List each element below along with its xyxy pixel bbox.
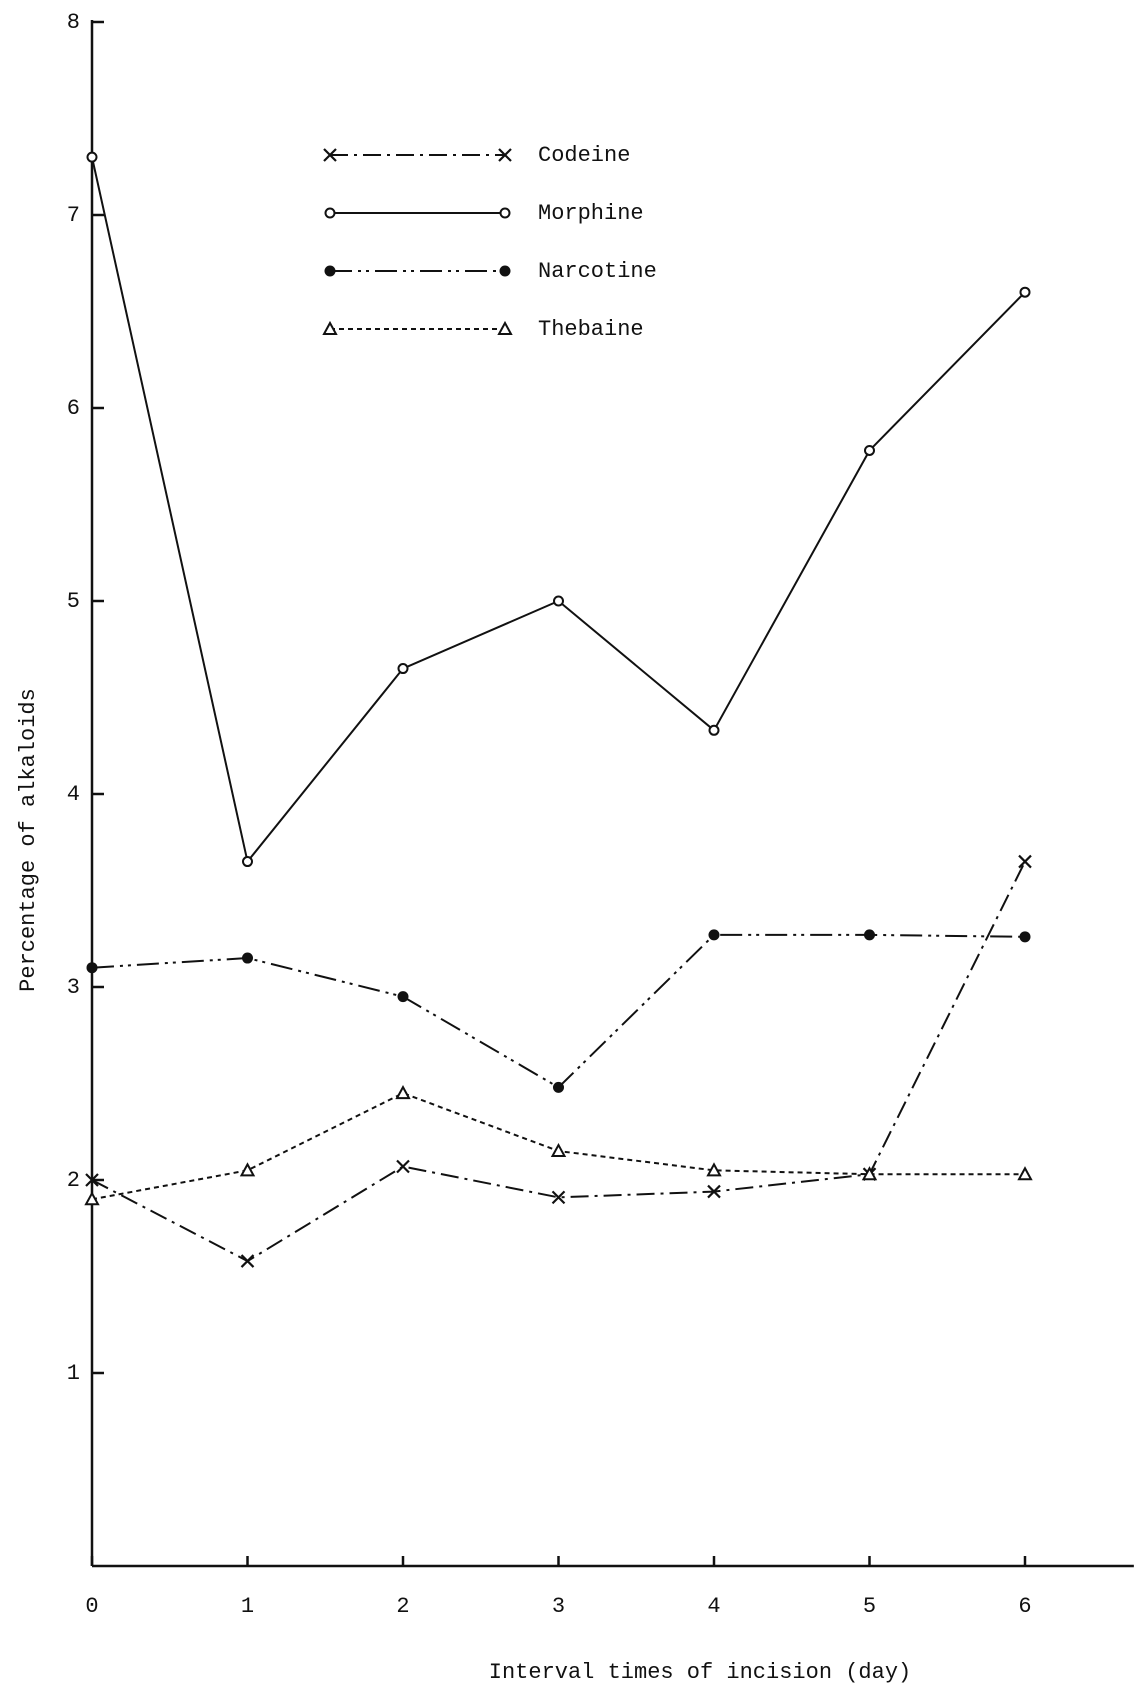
marker — [550, 1142, 567, 1158]
x-tick-label: 1 — [241, 1594, 254, 1619]
legend-label: Thebaine — [538, 317, 644, 342]
legend-entry: Codeine — [323, 143, 630, 168]
x-tick-label: 0 — [85, 1594, 98, 1619]
marker — [396, 1159, 410, 1174]
marker — [708, 929, 720, 941]
legend-marker — [498, 148, 512, 162]
legend-marker — [324, 265, 336, 277]
marker — [86, 962, 98, 974]
legend-entry: Narcotine — [324, 259, 657, 284]
marker — [1019, 286, 1031, 298]
marker — [242, 952, 253, 964]
marker — [1019, 931, 1031, 943]
legend-label: Narcotine — [538, 259, 657, 284]
y-tick-label: 6 — [67, 396, 80, 421]
y-tick-label: 1 — [67, 1361, 80, 1386]
x-tick-label: 4 — [707, 1594, 720, 1619]
marker — [240, 1254, 255, 1268]
y-tick-label: 5 — [67, 589, 80, 614]
marker — [708, 724, 720, 736]
x-tick-label: 5 — [863, 1594, 876, 1619]
legend-label: Codeine — [538, 143, 630, 168]
y-tick-label: 8 — [67, 10, 80, 35]
legend-marker — [497, 320, 513, 335]
marker — [861, 1166, 878, 1181]
series-line — [91, 933, 1026, 1089]
marker — [864, 929, 875, 941]
marker — [864, 444, 875, 456]
marker — [86, 151, 98, 163]
marker — [242, 856, 253, 868]
x-tick-label: 6 — [1018, 1594, 1031, 1619]
legend-marker — [499, 265, 511, 277]
x-tick-label: 3 — [552, 1594, 565, 1619]
legend-marker — [499, 207, 511, 219]
marker — [1018, 854, 1032, 869]
marker — [1017, 1166, 1033, 1181]
marker — [397, 663, 409, 675]
series-line — [91, 861, 1026, 1263]
marker — [85, 1173, 99, 1187]
marker — [551, 1190, 566, 1205]
marker — [553, 595, 564, 607]
marker — [397, 991, 409, 1003]
legend-marker — [323, 148, 337, 162]
y-tick-label: 4 — [67, 782, 80, 807]
legend-label: Morphine — [538, 201, 644, 226]
y-tick-label: 7 — [67, 203, 80, 228]
marker — [553, 1081, 564, 1093]
legend-marker — [322, 320, 338, 335]
x-axis-label: Interval times of incision (day) — [489, 1660, 911, 1685]
x-tick-label: 2 — [396, 1594, 409, 1619]
marker — [706, 1162, 722, 1177]
legend-marker — [324, 207, 336, 219]
marker — [239, 1162, 256, 1177]
marker — [395, 1085, 411, 1100]
y-tick-label: 3 — [67, 975, 80, 1000]
legend-entry: Thebaine — [322, 317, 644, 342]
legend-entry: Morphine — [324, 201, 644, 226]
marker — [84, 1191, 100, 1206]
y-axis-label: Percentage of alkaloids — [16, 688, 41, 992]
y-tick-label: 2 — [67, 1168, 80, 1193]
marker — [707, 1184, 721, 1199]
